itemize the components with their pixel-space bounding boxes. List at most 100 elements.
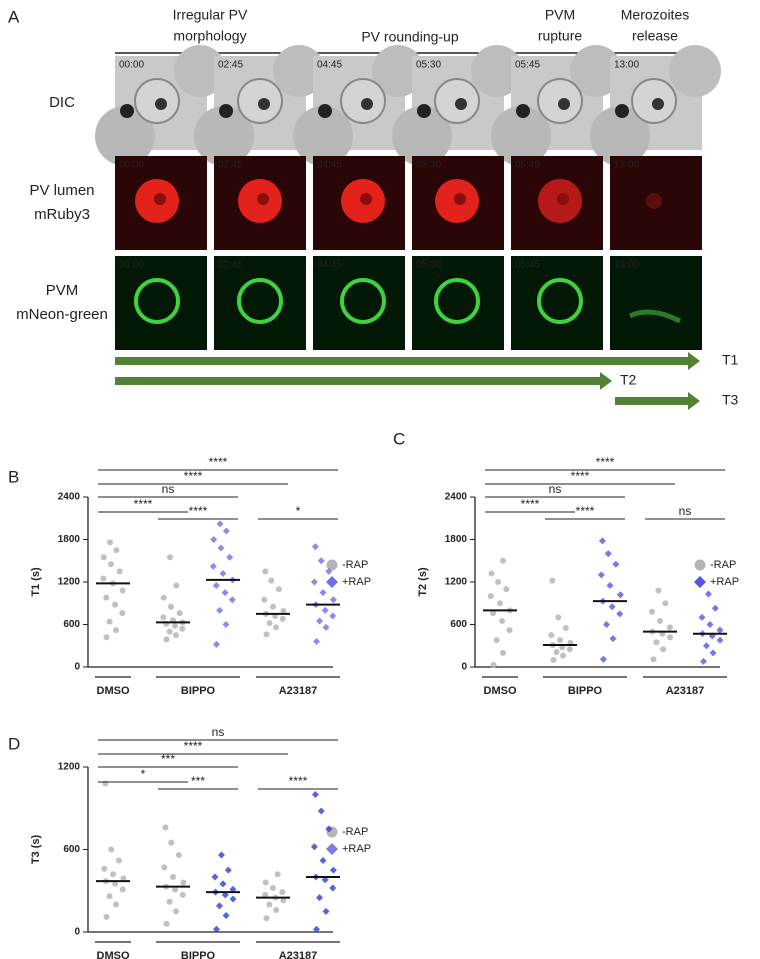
row-label: mNeon-green <box>16 306 108 323</box>
point <box>560 652 567 659</box>
legend-label: -RAP <box>342 559 368 571</box>
debris <box>615 104 629 118</box>
point <box>319 857 327 864</box>
point <box>262 568 269 575</box>
point <box>180 879 187 886</box>
point <box>653 639 660 646</box>
pv-spot <box>557 193 569 205</box>
y-tick-label: 2400 <box>58 492 81 503</box>
point <box>163 920 170 927</box>
timestamp: 05:45 <box>515 60 540 71</box>
point <box>662 600 669 607</box>
point <box>310 578 318 586</box>
x-tick-label: A23187 <box>666 685 705 697</box>
comparison-label: *** <box>191 774 205 788</box>
point <box>219 570 227 577</box>
cell <box>471 45 523 97</box>
y-tick-label: 600 <box>63 844 80 855</box>
point <box>322 907 330 915</box>
timestamp: 05:45 <box>515 160 540 171</box>
x-tick-label: A23187 <box>279 950 318 959</box>
timestamp: 00:00 <box>119 160 144 171</box>
point <box>216 606 224 614</box>
arrow-shaft <box>115 377 602 385</box>
point <box>700 657 707 665</box>
point <box>179 891 186 898</box>
point <box>107 539 114 546</box>
y-tick-label: 1200 <box>58 577 81 588</box>
point <box>270 603 276 610</box>
arrow-label: T2 <box>620 372 637 388</box>
point <box>166 628 173 635</box>
point <box>224 866 232 874</box>
comparison-label: **** <box>571 469 590 483</box>
point <box>101 865 108 872</box>
timestamp: 05:30 <box>416 260 441 271</box>
point <box>660 646 667 653</box>
point <box>273 624 280 631</box>
panel-letter: B <box>8 467 19 486</box>
timestamp: 13:00 <box>614 260 639 271</box>
x-tick-label: BIPPO <box>568 685 603 697</box>
point <box>549 577 556 584</box>
point <box>317 807 325 815</box>
point <box>166 898 173 905</box>
arrow-shaft <box>115 357 690 365</box>
pvm-fragments <box>628 309 682 324</box>
parasite <box>455 98 467 110</box>
row-label: DIC <box>49 94 75 111</box>
point <box>106 893 113 900</box>
debris <box>219 104 233 118</box>
arrow-head <box>600 372 612 390</box>
y-axis-label: T1 (s) <box>30 567 42 597</box>
point <box>702 642 710 650</box>
legend-label: +RAP <box>342 576 371 588</box>
cell <box>95 106 155 166</box>
point <box>268 577 275 584</box>
x-tick-label: DMSO <box>484 685 517 697</box>
point <box>222 912 230 919</box>
point <box>548 632 555 639</box>
point <box>280 897 287 904</box>
point <box>321 606 329 614</box>
pvm-ring <box>340 278 386 324</box>
point <box>116 568 123 575</box>
point <box>113 547 120 554</box>
point <box>506 627 513 634</box>
timestamp: 13:00 <box>614 60 639 71</box>
row-label: mRuby3 <box>34 206 90 223</box>
point <box>273 907 280 913</box>
timestamp: 04:45 <box>317 260 342 271</box>
point <box>175 852 182 858</box>
x-tick-label: DMSO <box>97 950 130 959</box>
comparison-label: ns <box>212 725 225 739</box>
point <box>313 925 320 933</box>
point <box>711 604 719 612</box>
mneon-image <box>115 256 207 350</box>
mneon-image <box>412 256 504 350</box>
point <box>716 636 724 644</box>
point <box>170 874 176 880</box>
comparison-label: **** <box>576 504 595 518</box>
comparison-label: **** <box>184 469 203 483</box>
y-tick-label: 0 <box>74 927 80 938</box>
point <box>102 780 109 787</box>
point <box>311 791 319 798</box>
comparison-label: ns <box>679 504 692 518</box>
point <box>709 649 717 657</box>
column-header: Irregular PV <box>173 7 248 23</box>
point <box>616 591 624 599</box>
point <box>100 575 107 582</box>
arrow-head <box>688 392 700 410</box>
mneon-image <box>214 256 306 350</box>
mneon-image <box>511 256 603 350</box>
point <box>706 621 714 628</box>
comparison-label: **** <box>189 504 208 518</box>
timestamp: 02:45 <box>218 260 243 271</box>
point <box>310 843 318 851</box>
point <box>179 625 186 632</box>
legend-marker <box>326 559 338 571</box>
point <box>648 608 655 615</box>
point <box>210 536 218 543</box>
